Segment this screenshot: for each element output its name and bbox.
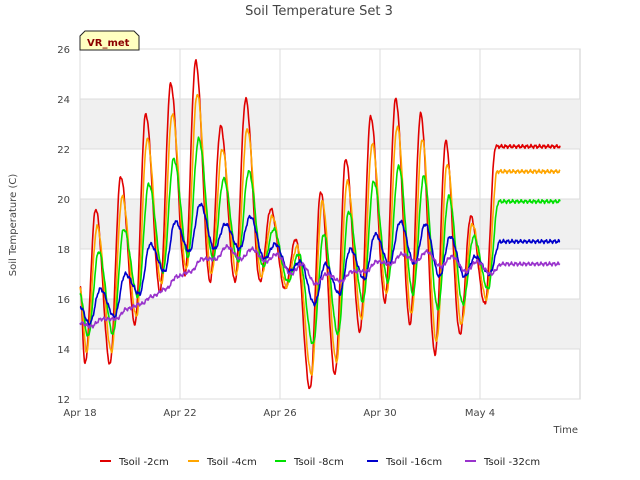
x-tick-label: Apr 26 (263, 408, 296, 419)
y-tick-label: 16 (57, 295, 70, 306)
series-line-tsoil4cm (79, 93, 561, 376)
legend-label: Tsoil -2cm (118, 457, 169, 468)
y-tick-label: 26 (57, 45, 70, 56)
x-tick-labels: Apr 18 Apr 22 Apr 26 Apr 30 May 4 (63, 408, 495, 419)
y-tick-label: 12 (57, 395, 70, 406)
series-lines (79, 58, 561, 390)
x-axis-label: Time (553, 425, 578, 436)
legend-label: Tsoil -32cm (483, 457, 540, 468)
chart-title: Soil Temperature Set 3 (245, 4, 393, 19)
x-tick-label: May 4 (465, 408, 495, 419)
plot-band (80, 99, 580, 149)
legend: Tsoil -2cm Tsoil -4cm Tsoil -8cm Tsoil -16c… (100, 457, 540, 468)
x-tick-label: Apr 22 (163, 408, 196, 419)
badge-shape (79, 30, 140, 51)
legend-label: Tsoil -16cm (385, 457, 442, 468)
y-tick-label: 18 (57, 245, 70, 256)
site-badge: VR_met (79, 30, 140, 51)
legend-label: Tsoil -4cm (206, 457, 257, 468)
series-line-tsoil32cm (79, 244, 561, 329)
series-line-tsoil8cm (79, 136, 561, 345)
x-tick-label: Apr 30 (363, 408, 396, 419)
x-tick-label: Apr 18 (63, 408, 96, 419)
y-tick-label: 22 (57, 145, 70, 156)
y-tick-label: 24 (57, 95, 70, 106)
y-tick-label: 14 (57, 345, 70, 356)
y-tick-labels: 12 14 16 18 20 22 24 26 (57, 45, 70, 406)
y-axis-label: Soil Temperature (C) (8, 174, 19, 277)
badge-label: VR_met (87, 38, 130, 49)
y-tick-label: 20 (57, 195, 70, 206)
legend-label: Tsoil -8cm (293, 457, 344, 468)
plot-background (79, 48, 581, 400)
